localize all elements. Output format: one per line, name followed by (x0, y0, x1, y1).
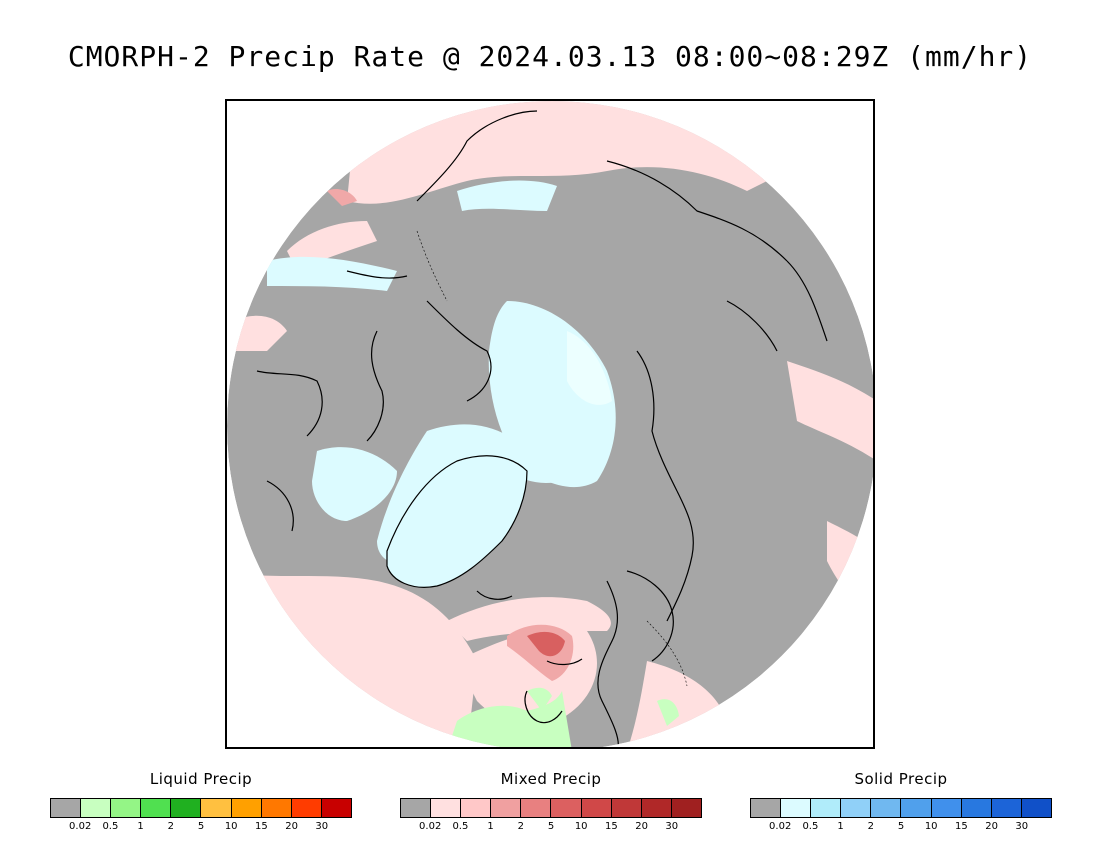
solid-legend-tick-label: 10 (924, 821, 938, 832)
mixed-precip-legend: Mixed Precip 0.02 0.5 1 2 5 10 15 20 30 (400, 770, 702, 835)
solid-legend-swatch (961, 799, 992, 817)
mixed-legend-swatch (581, 799, 612, 817)
liquid-legend-tick-label: 20 (285, 821, 298, 832)
polar-precip-map (227, 101, 873, 747)
mixed-legend-swatch (521, 799, 552, 817)
solid-legend-tick-label: 5 (897, 821, 905, 832)
coastlines (256, 110, 828, 747)
mixed-legend-swatch (641, 799, 672, 817)
mixed-legend-tick-label: 5 (547, 821, 555, 832)
solid-legend-swatch (991, 799, 1022, 817)
solid-legend-swatch (841, 799, 872, 817)
liquid-legend-tick-label: 30 (315, 821, 329, 832)
liquid-legend-tick-label: 15 (255, 821, 268, 832)
liquid-legend-swatch (111, 799, 142, 817)
liquid-legend-swatch (291, 799, 322, 817)
liquid-legend-tick-label: 2 (167, 821, 174, 832)
mixed-legend-swatch (611, 799, 642, 817)
solid-precip-legend: Solid Precip 0.02 0.5 1 2 5 10 15 20 30 (750, 770, 1052, 835)
liquid-legend-tick-label: 0.5 (102, 821, 119, 832)
liquid-legend-tick-label: 1 (137, 821, 144, 832)
solid-legend-swatch (781, 799, 812, 817)
solid-legend-swatch (901, 799, 932, 817)
liquid-precip-legend: Liquid Precip 0.02 0.5 1 2 5 10 15 20 30 (50, 770, 352, 835)
liquid-legend-swatch (231, 799, 262, 817)
mixed-legend-tick-label: 15 (605, 821, 618, 832)
mixed-legend-swatch (461, 799, 492, 817)
mixed-legend-tick-label: 0.02 (419, 821, 442, 832)
mixed-legend-tick-label: 2 (517, 821, 524, 832)
solid-legend-tick-label: 0.5 (802, 821, 819, 832)
map-title: CMORPH-2 Precip Rate @ 2024.03.13 08:00~… (67, 40, 1033, 73)
solid-legend-tick-label: 30 (1015, 821, 1029, 832)
mixed-legend-tick-label: 0.5 (452, 821, 469, 832)
liquid-legend-swatch (141, 799, 172, 817)
liquid-legend-swatch (51, 799, 82, 817)
mixed-legend-swatch (671, 799, 701, 817)
liquid-precip-light-regions (447, 687, 679, 747)
mixed-legend-tick-label: 1 (487, 821, 494, 832)
liquid-legend-colorbar (50, 798, 352, 818)
mixed-legend-swatch (491, 799, 522, 817)
mixed-legend-title: Mixed Precip (500, 770, 602, 788)
mixed-legend-tick-label: 20 (635, 821, 648, 832)
solid-legend-title: Solid Precip (854, 770, 948, 788)
solid-legend-swatch (751, 799, 782, 817)
solid-legend-tick-label: 1 (837, 821, 844, 832)
solid-legend-swatch (871, 799, 902, 817)
liquid-legend-tick-label: 10 (224, 821, 238, 832)
solid-legend-colorbar (750, 798, 1052, 818)
mixed-legend-colorbar (400, 798, 702, 818)
mixed-legend-swatch (551, 799, 582, 817)
solid-legend-tick-label: 15 (955, 821, 968, 832)
liquid-legend-swatch (201, 799, 232, 817)
liquid-legend-swatch (321, 799, 351, 817)
mixed-legend-swatch (431, 799, 462, 817)
mixed-legend-swatch (401, 799, 432, 817)
map-frame (225, 99, 875, 749)
solid-legend-swatch (931, 799, 962, 817)
liquid-legend-title: Liquid Precip (149, 770, 253, 788)
solid-legend-swatch (811, 799, 842, 817)
solid-legend-tick-label: 2 (867, 821, 874, 832)
mixed-legend-tick-label: 30 (665, 821, 679, 832)
liquid-legend-swatch (261, 799, 292, 817)
mixed-legend-tick-label: 10 (574, 821, 588, 832)
borders (416, 230, 688, 687)
liquid-legend-tick-label: 5 (197, 821, 205, 832)
solid-legend-tick-label: 0.02 (769, 821, 792, 832)
liquid-legend-swatch (171, 799, 202, 817)
mixed-precip-moderate-regions (327, 189, 574, 681)
liquid-legend-tick-label: 0.02 (69, 821, 92, 832)
greenland-landmass (386, 455, 528, 588)
liquid-legend-swatch (81, 799, 112, 817)
solid-legend-tick-label: 20 (985, 821, 998, 832)
solid-legend-swatch (1021, 799, 1051, 817)
